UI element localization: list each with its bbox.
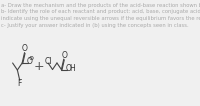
Text: F: F: [17, 79, 22, 88]
Text: O: O: [65, 64, 71, 73]
Text: Cl: Cl: [44, 57, 52, 66]
Text: indicate using the unequal reversible arrows if the equilibrium favors the react: indicate using the unequal reversible ar…: [1, 16, 200, 21]
Text: O: O: [22, 44, 28, 53]
Text: b- Identify the role of each reactant and product: acid, base, conjugate acid, c: b- Identify the role of each reactant an…: [1, 10, 200, 15]
Text: +: +: [34, 59, 45, 73]
Text: a- Draw the mechanism and the products of the acid-base reaction shown below.: a- Draw the mechanism and the products o…: [1, 3, 200, 8]
Text: O: O: [26, 57, 32, 66]
Text: ⊖: ⊖: [29, 56, 34, 61]
Text: O: O: [61, 51, 67, 60]
Text: c- Justify your answer indicated in (b) using the concepts seen in class.: c- Justify your answer indicated in (b) …: [1, 22, 188, 27]
Text: H: H: [69, 64, 75, 73]
